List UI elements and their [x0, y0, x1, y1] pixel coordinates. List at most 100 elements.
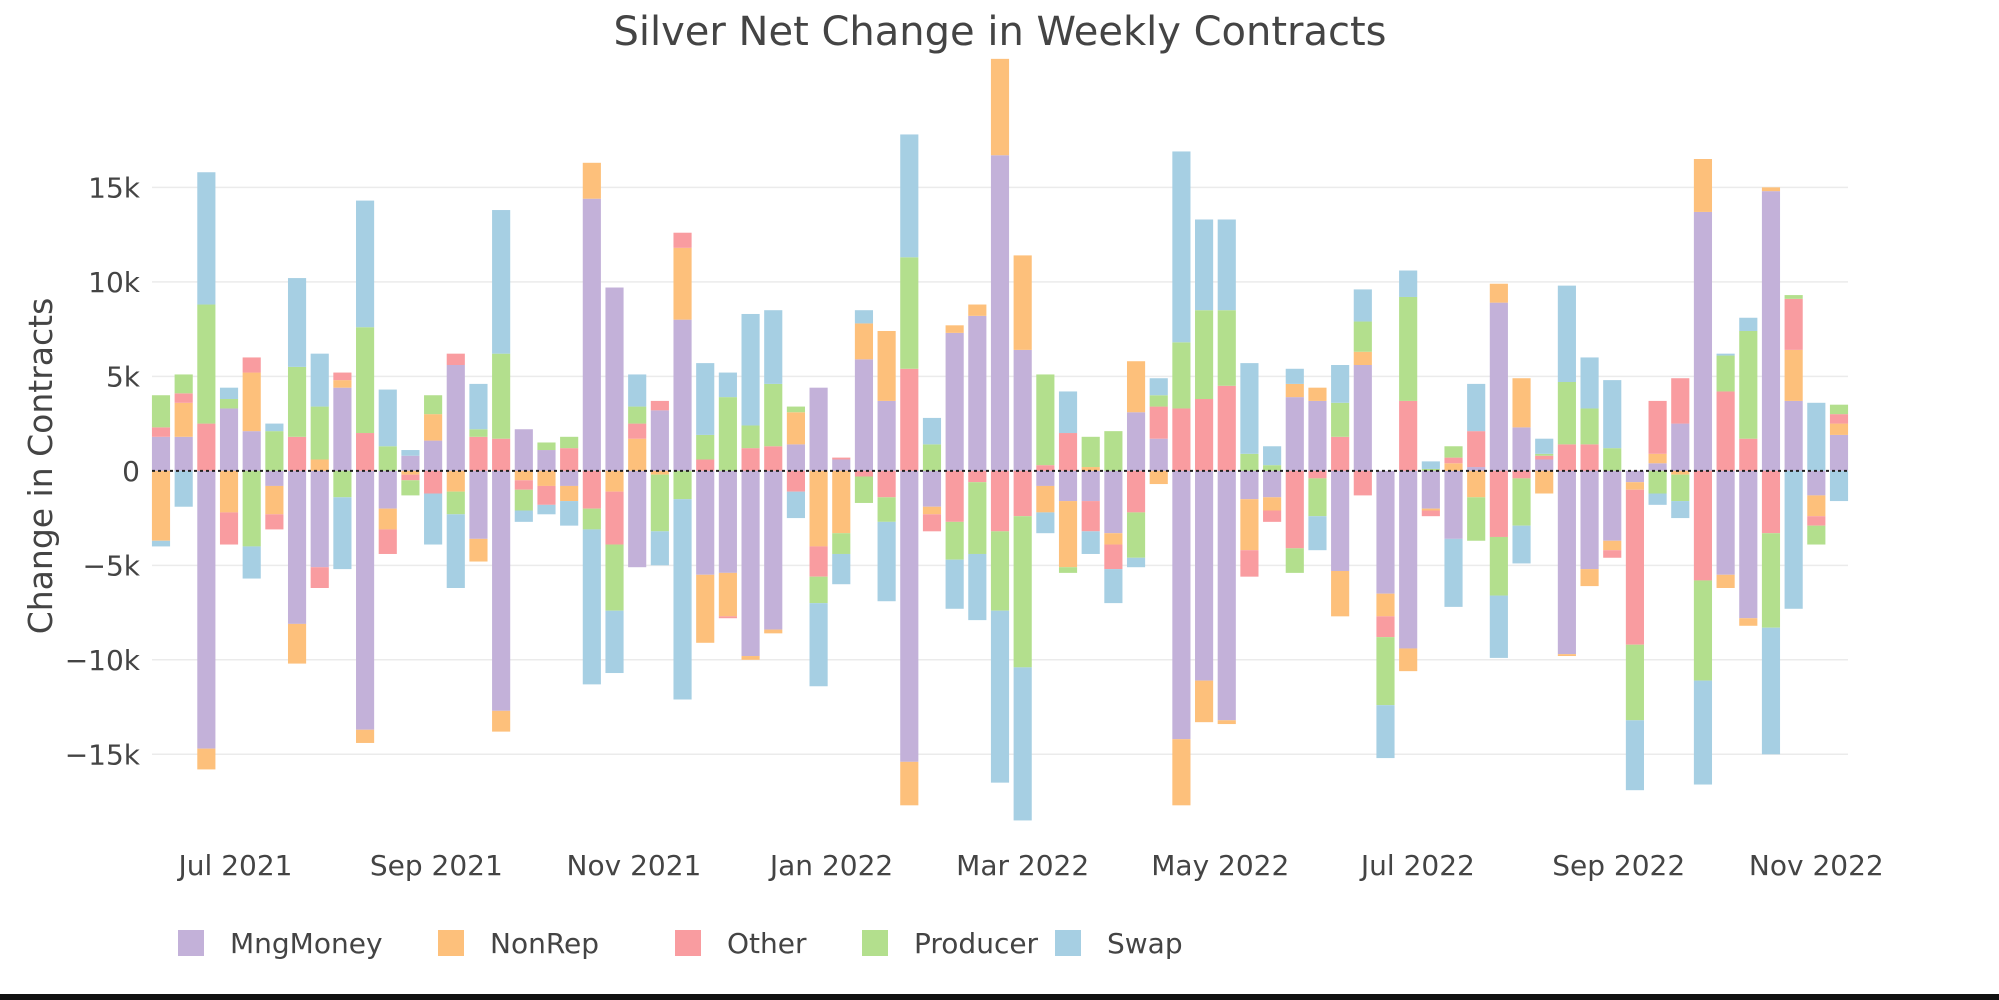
- bar-segment: [514, 480, 533, 490]
- bar-segment: [1784, 470, 1803, 609]
- bar-segment: [242, 372, 261, 432]
- bar-segment: [174, 393, 193, 403]
- bar-segment: [1149, 470, 1168, 485]
- bar-segment: [265, 423, 284, 432]
- bar-segment: [673, 232, 692, 248]
- bar-segment: [628, 438, 647, 471]
- bar-segment: [990, 610, 1010, 783]
- x-tick-label: Nov 2022: [1749, 849, 1884, 882]
- bar-segment: [1761, 191, 1781, 471]
- bar-segment: [809, 387, 828, 471]
- bar-segment: [1716, 574, 1735, 588]
- bar-segment: [1716, 355, 1735, 392]
- bar-segment: [718, 470, 737, 573]
- bar-segment: [832, 553, 851, 585]
- legend-label: Producer: [914, 927, 1039, 960]
- bar-segment: [1331, 365, 1350, 403]
- bar-segment: [446, 514, 465, 588]
- bar-segment: [809, 546, 828, 577]
- bar-segment: [877, 497, 896, 522]
- bar-segment: [1829, 404, 1849, 415]
- bar-segment: [514, 489, 533, 511]
- bar-segment: [219, 470, 239, 513]
- bar-segment: [1058, 391, 1078, 434]
- bar-segment: [764, 629, 783, 634]
- bar-segment: [764, 446, 783, 471]
- bar-segment: [197, 304, 216, 424]
- bar-segment: [1807, 402, 1826, 471]
- bar-segment: [1353, 470, 1372, 496]
- y-tick-label: −15k: [65, 738, 141, 771]
- bar-segment: [1081, 436, 1100, 468]
- bar-segment: [1240, 363, 1259, 454]
- bar-segment: [605, 610, 624, 674]
- bar-segment: [197, 748, 216, 770]
- bar-segment: [1784, 349, 1803, 401]
- bar-segment: [1240, 499, 1259, 551]
- bar-segment: [877, 330, 896, 401]
- bar-segment: [673, 470, 692, 500]
- bar-segment: [1671, 470, 1690, 475]
- bar-segment: [968, 482, 987, 554]
- bar-segment: [1625, 644, 1644, 721]
- bar-segment: [854, 323, 874, 360]
- bar-segment: [718, 372, 737, 398]
- bar-segment: [582, 470, 601, 509]
- bar-segment: [1557, 654, 1576, 657]
- bar-segment: [1240, 453, 1259, 471]
- bar-segment: [1603, 470, 1622, 541]
- bar-segment: [1580, 569, 1599, 587]
- bar-segment: [1058, 470, 1078, 502]
- bar-segment: [1036, 485, 1055, 513]
- bar-segment: [945, 325, 964, 333]
- bar-segment: [628, 374, 647, 407]
- bar-segment: [560, 501, 579, 526]
- bar-segment: [446, 491, 465, 515]
- bar-segment: [1421, 510, 1440, 517]
- bar-segment: [1625, 489, 1644, 645]
- x-tick-label: Mar 2022: [956, 849, 1089, 882]
- bar-segment: [922, 470, 942, 507]
- bar-segment: [560, 470, 579, 486]
- bar-segment: [1829, 434, 1849, 471]
- bar-segment: [492, 353, 511, 439]
- bar-segment: [1399, 270, 1418, 297]
- bar-segment: [1557, 382, 1576, 445]
- bar-segment: [401, 480, 420, 496]
- bar-segment: [1761, 627, 1781, 755]
- bar-segment: [1308, 400, 1327, 471]
- bar-segment: [1263, 465, 1282, 471]
- bar-segment: [832, 533, 851, 554]
- bar-segment: [1535, 453, 1554, 456]
- bar-segment: [764, 383, 783, 447]
- bar-segment: [469, 436, 488, 471]
- bar-segment: [1603, 550, 1622, 558]
- bar-segment: [492, 710, 511, 732]
- bar-segment: [287, 366, 307, 437]
- bar-segment: [1739, 470, 1758, 619]
- bar-segment: [356, 433, 375, 471]
- bar-segment: [1399, 648, 1418, 672]
- bar-segment: [1784, 400, 1803, 471]
- bar-segment: [605, 491, 624, 545]
- bar-segment: [1217, 310, 1236, 386]
- bar-segment: [1399, 470, 1418, 649]
- bar-segment: [1263, 510, 1282, 522]
- bar-segment: [1376, 616, 1395, 638]
- bar-segment: [333, 372, 352, 381]
- bar-segment: [832, 470, 851, 534]
- bar-segment: [628, 423, 647, 439]
- bar-segment: [1807, 495, 1826, 517]
- bar-segment: [356, 200, 375, 328]
- bar-segment: [265, 431, 284, 471]
- bar-segment: [786, 412, 805, 445]
- bar-segment: [900, 368, 919, 471]
- bar-segment: [1013, 667, 1032, 821]
- bar-segment: [1671, 501, 1690, 519]
- bar-segment: [1195, 470, 1214, 681]
- bar-segment: [1761, 187, 1781, 192]
- bar-segment: [424, 470, 443, 494]
- bar-segment: [401, 450, 420, 456]
- bar-segment: [1489, 595, 1508, 658]
